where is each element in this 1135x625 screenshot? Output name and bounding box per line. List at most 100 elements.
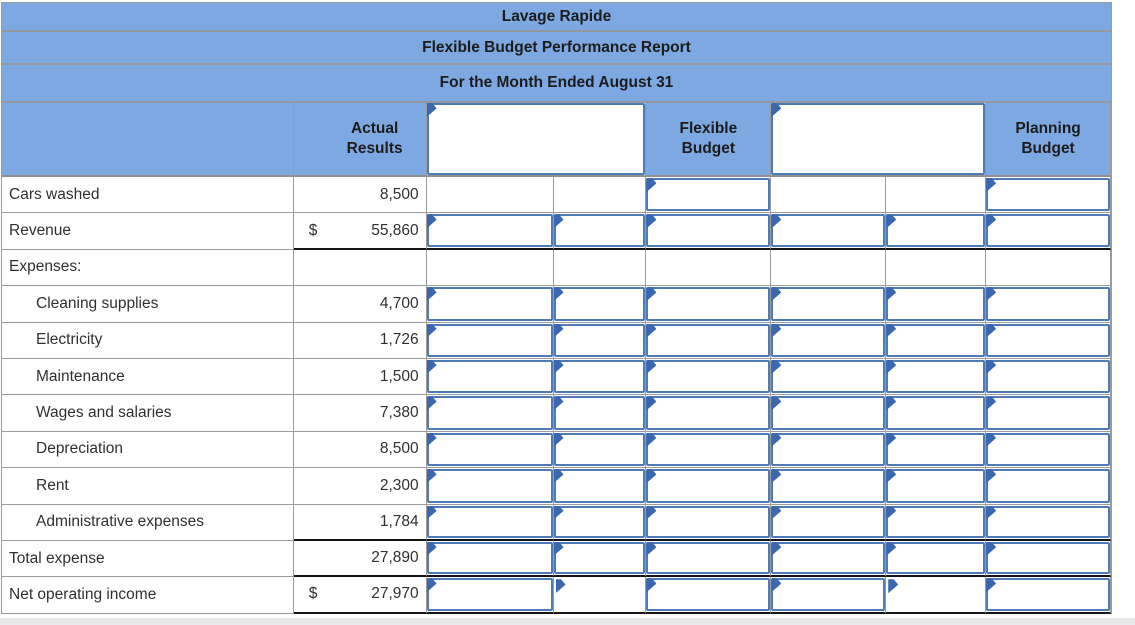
input-box[interactable] bbox=[553, 396, 646, 430]
input-box[interactable] bbox=[426, 359, 553, 394]
variance-fu-cell bbox=[886, 468, 987, 505]
cell-flag-icon bbox=[426, 541, 437, 556]
cell-flag-icon bbox=[771, 323, 782, 338]
input-box[interactable] bbox=[646, 323, 771, 357]
row-label-cell: Net operating income bbox=[2, 577, 294, 614]
input-box[interactable] bbox=[986, 432, 1111, 467]
input-box[interactable] bbox=[646, 541, 771, 575]
input-box[interactable] bbox=[771, 432, 886, 467]
input-box[interactable] bbox=[986, 359, 1111, 394]
input-box[interactable] bbox=[426, 469, 553, 503]
header-input-box[interactable] bbox=[771, 103, 986, 175]
input-box[interactable] bbox=[553, 287, 646, 321]
input-box[interactable] bbox=[886, 359, 986, 394]
input-box[interactable] bbox=[771, 541, 886, 575]
header-actual-results: Actual Results bbox=[293, 103, 427, 177]
input-box[interactable] bbox=[646, 359, 771, 394]
input-box[interactable] bbox=[771, 505, 886, 538]
header-input-box[interactable] bbox=[426, 103, 646, 175]
flexible-budget-cell bbox=[646, 395, 772, 432]
input-box[interactable] bbox=[886, 505, 986, 538]
input-box[interactable] bbox=[986, 287, 1111, 321]
variance-cell bbox=[426, 504, 554, 541]
input-box[interactable] bbox=[771, 396, 886, 430]
planning-budget-cell bbox=[986, 504, 1112, 541]
flexible-budget-cell bbox=[646, 322, 772, 359]
input-box[interactable] bbox=[986, 578, 1111, 611]
input-box[interactable] bbox=[426, 578, 553, 611]
planning-budget-cell bbox=[986, 395, 1112, 432]
input-box[interactable] bbox=[426, 214, 553, 247]
input-box[interactable] bbox=[426, 287, 553, 321]
input-box[interactable] bbox=[771, 469, 886, 503]
input-box[interactable] bbox=[986, 178, 1111, 212]
row-label-cell: Rent bbox=[2, 468, 294, 505]
input-box[interactable] bbox=[771, 359, 886, 394]
input-box[interactable] bbox=[646, 505, 771, 538]
cell-flag-icon bbox=[646, 432, 657, 447]
actual-value-cell: 8,500 bbox=[293, 431, 427, 469]
input-box[interactable] bbox=[426, 432, 553, 467]
input-box[interactable] bbox=[553, 432, 646, 467]
variance-cell bbox=[426, 322, 554, 359]
planning-budget-cell bbox=[986, 540, 1112, 578]
row-depreciation: Depreciation 8,500 bbox=[2, 431, 1112, 469]
cell-flag-icon bbox=[771, 396, 782, 411]
input-box[interactable] bbox=[553, 505, 646, 538]
input-box[interactable] bbox=[553, 541, 646, 575]
input-box[interactable] bbox=[426, 396, 553, 430]
input-box[interactable] bbox=[426, 323, 553, 357]
cell-flag-icon bbox=[771, 541, 782, 556]
row-label: Rent bbox=[36, 476, 69, 494]
input-box[interactable] bbox=[986, 469, 1111, 503]
actual-value: 1,726 bbox=[379, 331, 419, 349]
header-flexible-budget: Flexible Budget bbox=[646, 103, 772, 177]
row-label: Total expense bbox=[9, 549, 105, 567]
input-box[interactable] bbox=[646, 396, 771, 430]
cell-flag-icon bbox=[426, 323, 437, 338]
input-box[interactable] bbox=[771, 287, 886, 321]
variance-cell bbox=[426, 213, 554, 250]
input-box[interactable] bbox=[646, 469, 771, 503]
input-box[interactable] bbox=[646, 214, 771, 247]
variance-fu-cell bbox=[886, 358, 987, 396]
input-box[interactable] bbox=[553, 323, 646, 357]
planning-budget-cell bbox=[986, 213, 1112, 250]
input-box[interactable] bbox=[886, 323, 986, 357]
input-box[interactable] bbox=[886, 396, 986, 430]
input-box[interactable] bbox=[426, 541, 553, 575]
input-box[interactable] bbox=[986, 541, 1111, 575]
input-box[interactable] bbox=[553, 469, 646, 503]
input-box[interactable] bbox=[771, 578, 886, 611]
input-box[interactable] bbox=[426, 505, 553, 538]
input-box[interactable] bbox=[886, 287, 986, 321]
header-planning-budget: Planning Budget bbox=[986, 103, 1111, 177]
cell-flag-icon bbox=[553, 323, 564, 338]
actual-value: 1,500 bbox=[379, 367, 419, 385]
actual-value: 27,970 bbox=[371, 585, 419, 603]
input-box[interactable] bbox=[771, 214, 886, 247]
input-box[interactable] bbox=[771, 323, 886, 357]
input-box[interactable] bbox=[646, 287, 771, 321]
flexible-budget-cell bbox=[646, 358, 772, 396]
input-box[interactable] bbox=[886, 214, 986, 247]
input-box[interactable] bbox=[886, 469, 986, 503]
input-box[interactable] bbox=[886, 432, 986, 467]
input-box[interactable] bbox=[553, 359, 646, 394]
input-box[interactable] bbox=[886, 541, 986, 575]
cell-flag-icon bbox=[646, 323, 657, 338]
cell-flag-icon bbox=[646, 214, 657, 229]
row-label: Electricity bbox=[36, 331, 103, 349]
empty-cell bbox=[886, 177, 987, 214]
column-header-row: Actual Results Flexible Budget Planning … bbox=[2, 103, 1111, 177]
input-box[interactable] bbox=[646, 578, 771, 611]
input-box[interactable] bbox=[986, 396, 1111, 430]
cell-flag-icon bbox=[553, 359, 564, 374]
input-box[interactable] bbox=[986, 505, 1111, 538]
input-box[interactable] bbox=[986, 323, 1111, 357]
variance-cell bbox=[771, 577, 887, 614]
input-box[interactable] bbox=[986, 214, 1111, 247]
input-box[interactable] bbox=[646, 178, 771, 212]
input-box[interactable] bbox=[646, 432, 771, 467]
input-box[interactable] bbox=[553, 214, 646, 247]
